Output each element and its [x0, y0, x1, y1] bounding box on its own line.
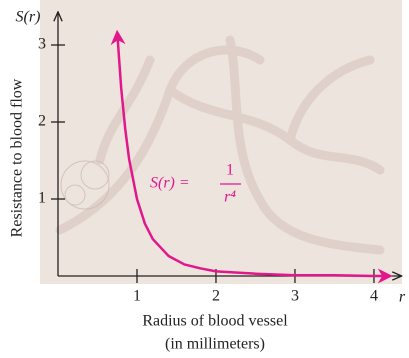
- annotation-numerator: 1: [226, 162, 234, 179]
- y-tick-label: 3: [38, 36, 46, 53]
- x-axis-title: (in millimeters): [165, 336, 265, 353]
- y-tick-label: 2: [38, 113, 46, 130]
- curve: [110, 29, 393, 284]
- x-tick-label: 4: [370, 288, 378, 305]
- background-illustration: [40, 0, 402, 284]
- y-axis-title: Resistance to blood flow: [9, 78, 26, 237]
- annotation-denominator: r⁴: [224, 189, 236, 206]
- x-tick-label: 1: [133, 288, 141, 305]
- x-tick-label: 2: [212, 288, 220, 305]
- y-tick-label: 1: [38, 190, 46, 207]
- x-axis-title: Radius of blood vessel: [142, 313, 288, 330]
- x-tick-label: 3: [291, 288, 299, 305]
- annotation-lhs: S(r) =: [150, 175, 190, 192]
- y-axis-name: S(r): [16, 9, 41, 26]
- x-axis-name: r: [399, 289, 406, 306]
